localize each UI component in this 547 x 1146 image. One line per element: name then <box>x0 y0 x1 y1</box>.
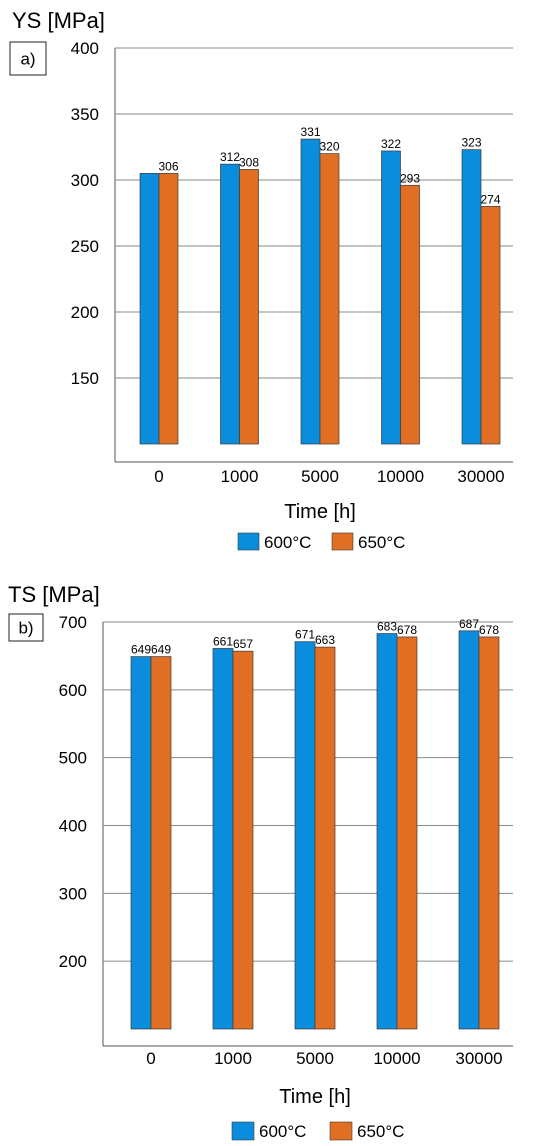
bar-650c <box>232 650 254 1030</box>
x-tick-label: 0 <box>146 1049 155 1068</box>
bar-600c <box>220 163 240 445</box>
x-tick-label: 10000 <box>373 1049 420 1068</box>
bar-600c <box>461 149 482 445</box>
data-label: 649 <box>151 643 171 657</box>
x-axis-label: Time [h] <box>279 1086 351 1108</box>
legend: 600°C 650°C <box>237 532 405 552</box>
y-axis-label: YS [MPa] <box>12 8 105 33</box>
data-label: 312 <box>220 150 240 164</box>
bar-650c <box>480 206 501 445</box>
legend-swatch-600c <box>237 532 260 551</box>
bar-650c <box>150 656 172 1030</box>
panel-label-box <box>9 41 47 76</box>
bar-600c <box>212 648 234 1030</box>
legend-label: 650°C <box>357 1122 404 1141</box>
bar-650c <box>319 153 340 445</box>
y-tick-label: 300 <box>59 884 87 903</box>
data-label: 308 <box>239 155 259 169</box>
legend-label: 600°C <box>259 1122 306 1141</box>
panel-label-box <box>8 613 44 642</box>
data-label: 678 <box>397 623 417 637</box>
data-label: 649 <box>131 643 151 657</box>
data-label: 323 <box>461 136 481 150</box>
y-tick-label: 400 <box>71 39 99 58</box>
x-tick-label: 10000 <box>377 467 424 486</box>
bar-650c <box>239 169 259 445</box>
x-tick-label: 1000 <box>221 467 259 486</box>
bar-600c <box>458 630 480 1030</box>
x-axis-label: Time [h] <box>284 501 356 523</box>
data-label: 683 <box>377 620 397 634</box>
legend-label: 600°C <box>264 533 311 552</box>
x-tick-label: 5000 <box>296 1049 334 1068</box>
x-tick-label: 30000 <box>457 467 504 486</box>
data-label: 657 <box>233 637 253 651</box>
x-tick-label: 5000 <box>301 467 339 486</box>
bar-650c <box>158 173 179 445</box>
y-tick-label: 400 <box>59 817 87 836</box>
y-tick-label: 600 <box>59 681 87 700</box>
bar-600c <box>376 633 398 1030</box>
y-tick-label: 200 <box>71 303 99 322</box>
x-tick-label: 30000 <box>455 1049 502 1068</box>
data-label: 331 <box>300 125 320 139</box>
data-label: 661 <box>213 634 233 648</box>
data-label: 322 <box>381 137 401 151</box>
y-tick-label: 500 <box>59 749 87 768</box>
bar-650c <box>400 184 420 445</box>
legend: 600°C 650°C <box>231 1121 404 1141</box>
data-label: 678 <box>479 623 499 637</box>
y-tick-label: 200 <box>59 952 87 971</box>
data-label: 687 <box>459 617 479 631</box>
data-label: 306 <box>158 159 178 173</box>
legend-swatch-650c <box>331 532 354 551</box>
data-label: 320 <box>319 140 339 154</box>
data-label: 293 <box>400 171 420 185</box>
legend-swatch-600c <box>231 1121 255 1141</box>
bar-600c <box>130 656 152 1030</box>
bar-600c <box>300 138 321 445</box>
data-label: 274 <box>480 192 500 206</box>
y-tick-label: 700 <box>59 613 87 632</box>
bar-600c <box>381 150 401 445</box>
legend-label: 650°C <box>358 533 405 552</box>
y-tick-label: 350 <box>71 105 99 124</box>
bar-650c <box>314 646 336 1030</box>
bar-600c <box>139 173 160 445</box>
y-axis-label: TS [MPa] <box>8 582 100 607</box>
bar-600c <box>294 641 316 1030</box>
bar-650c <box>478 636 500 1030</box>
legend-swatch-650c <box>329 1121 353 1141</box>
y-tick-label: 300 <box>71 171 99 190</box>
y-tick-label: 150 <box>71 369 99 388</box>
panel-label: b) <box>18 619 33 638</box>
panel-label: a) <box>20 50 35 69</box>
data-label: 663 <box>315 633 335 647</box>
x-tick-label: 0 <box>154 467 163 486</box>
y-tick-label: 250 <box>71 237 99 256</box>
x-tick-label: 1000 <box>214 1049 252 1068</box>
bar-650c <box>396 636 418 1030</box>
data-label: 671 <box>295 628 315 642</box>
